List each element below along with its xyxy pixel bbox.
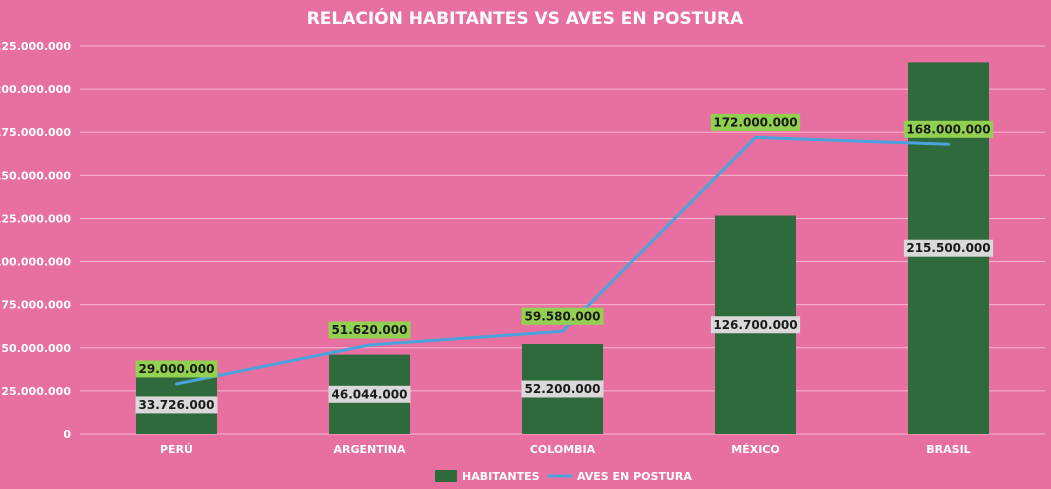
- bar-data-label: 33.726.000: [135, 396, 218, 414]
- bar-series: [136, 62, 989, 434]
- line-data-label: 29.000.000: [135, 360, 218, 378]
- bar-data-label: 46.044.000: [328, 385, 411, 403]
- line-data-label: 51.620.000: [328, 321, 411, 339]
- bar-data-label-text: 46.044.000: [332, 387, 408, 401]
- x-tick-label: BRASIL: [926, 443, 970, 456]
- y-axis-ticks: 0 25.000.000 50.000.000 75.000.000 100.000.0…: [0, 40, 71, 441]
- bar-data-label: 215.500.000: [903, 239, 994, 257]
- line-data-label-box: [710, 113, 801, 131]
- line-data-label-text: 51.620.000: [332, 323, 408, 337]
- y-tick-label: 125.000.000: [0, 212, 71, 225]
- y-tick-label: 100.000.000: [0, 256, 71, 269]
- y-tick-label: 150.000.000: [0, 169, 71, 182]
- y-tick-label: 25.000.000: [1, 385, 71, 398]
- bar-data-label: 52.200.000: [521, 380, 604, 398]
- bar-data-label: 126.700.000: [710, 316, 801, 334]
- line-series: [175, 135, 950, 386]
- y-tick-label: 175.000.000: [0, 126, 71, 139]
- line-data-label-box: [135, 360, 218, 378]
- line-aves-en-postura: [175, 135, 950, 386]
- line-data-label-text: 168.000.000: [906, 122, 990, 136]
- line-data-label-box: [903, 120, 994, 138]
- line-data-label-box: [521, 307, 604, 325]
- bar-data-label-box: [710, 316, 801, 334]
- line-data-label-box: [328, 321, 411, 339]
- line-data-label-text: 59.580.000: [525, 309, 601, 323]
- legend-label-habitantes: HABITANTES: [462, 470, 540, 483]
- bar-data-label-box: [135, 396, 218, 414]
- x-tick-label: MÉXICO: [731, 443, 779, 456]
- line-data-label: 172.000.000: [710, 113, 801, 131]
- x-tick-label: COLOMBIA: [530, 443, 596, 456]
- x-tick-label: ARGENTINA: [333, 443, 406, 456]
- y-tick-label: 50.000.000: [1, 342, 71, 355]
- grid-layer: [80, 45, 1045, 435]
- bar-data-label-box: [521, 380, 604, 398]
- legend: HABITANTES AVES EN POSTURA: [435, 470, 692, 483]
- y-tick-label: 0: [63, 428, 71, 441]
- bar-data-labels: 33.726.000 46.044.000 52.200.000 126.700.00…: [135, 239, 994, 414]
- y-tick-label: 75.000.000: [1, 299, 71, 312]
- x-tick-label: PERÚ: [160, 443, 193, 456]
- x-axis-ticks: PERÚ ARGENTINA COLOMBIA MÉXICO BRASIL: [160, 443, 971, 456]
- bar-data-label-box: [328, 385, 411, 403]
- bar-data-label-text: 126.700.000: [713, 318, 797, 332]
- y-tick-label: 200.000.000: [0, 83, 71, 96]
- chart-title: RELACIÓN HABITANTES VS AVES EN POSTURA: [307, 7, 744, 29]
- bar-data-label-box: [903, 239, 994, 257]
- y-tick-label: 225.000.000: [0, 40, 71, 53]
- line-data-label: 59.580.000: [521, 307, 604, 325]
- bar-data-label-text: 52.200.000: [525, 382, 601, 396]
- legend-label-aves-en-postura: AVES EN POSTURA: [577, 470, 692, 483]
- legend-swatch-habitantes: [435, 470, 457, 482]
- bar-data-label-text: 33.726.000: [139, 398, 215, 412]
- line-data-label: 168.000.000: [903, 120, 994, 138]
- line-data-label-text: 29.000.000: [139, 362, 215, 376]
- line-data-label-text: 172.000.000: [713, 115, 797, 129]
- bar-data-label-text: 215.500.000: [906, 241, 990, 255]
- line-data-labels: 29.000.000 51.620.000 59.580.000 172.000.00…: [135, 113, 994, 378]
